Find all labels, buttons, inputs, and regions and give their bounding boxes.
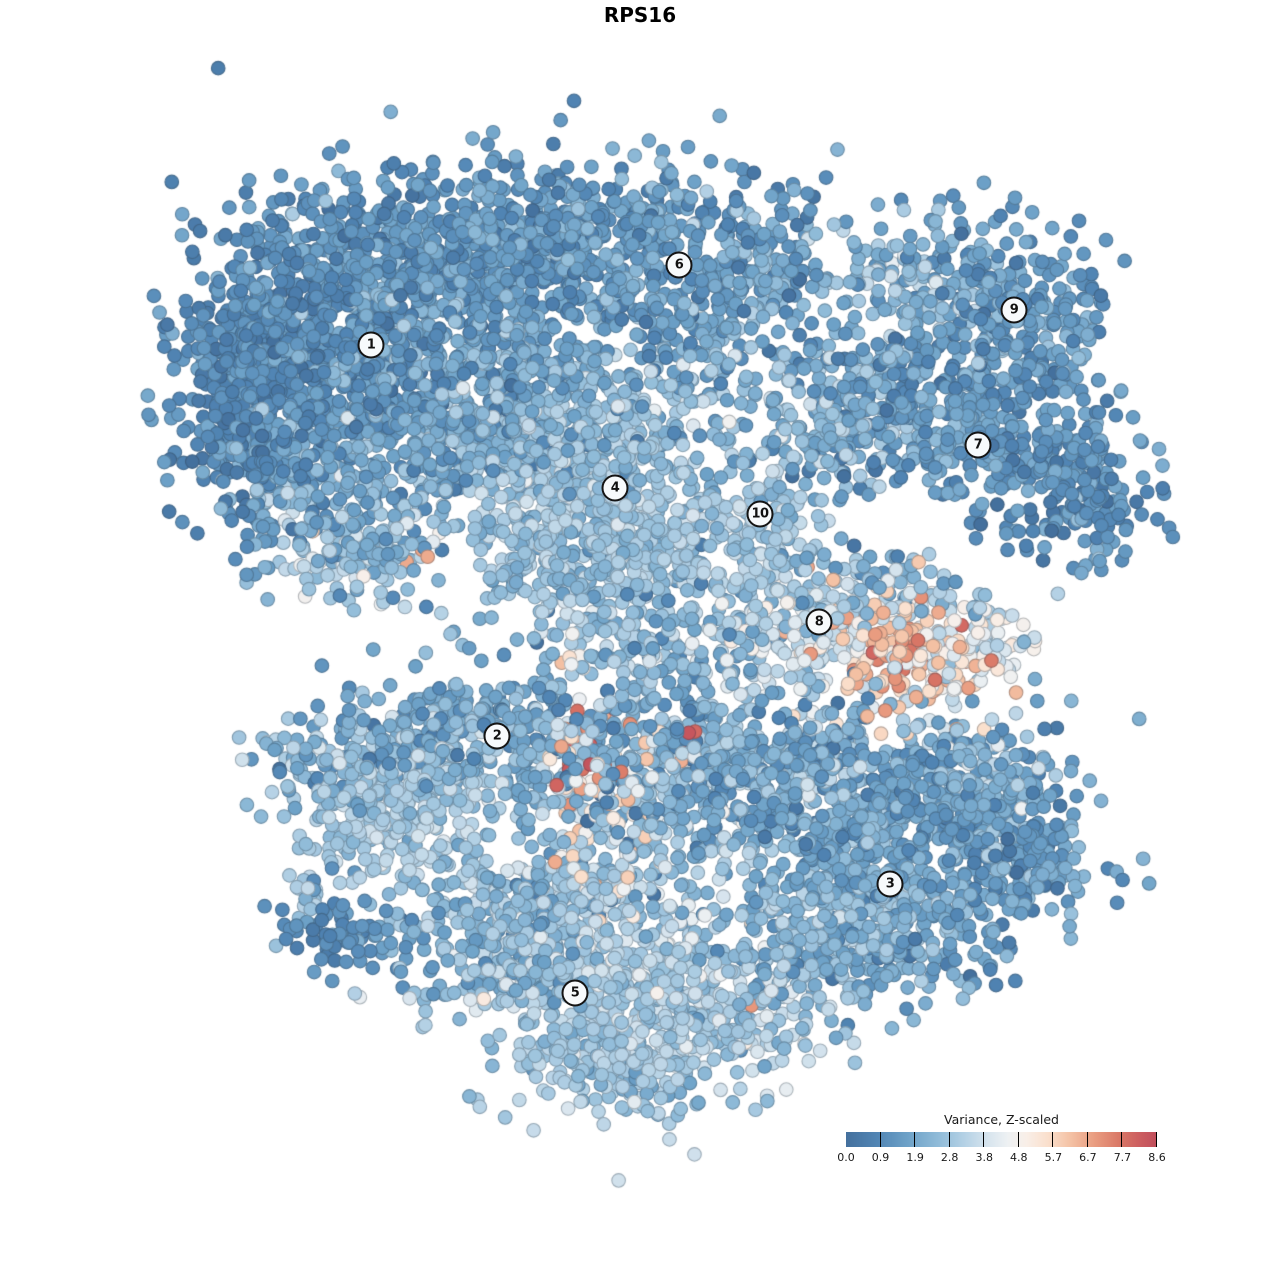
- cluster-label-6: 6: [665, 251, 693, 279]
- colorbar-tick: [948, 1132, 950, 1147]
- cluster-label-3: 3: [876, 870, 904, 898]
- cluster-label-7: 7: [964, 431, 992, 459]
- colorbar-tick-label: 0.0: [837, 1151, 855, 1164]
- colorbar-tick-label: 3.8: [975, 1151, 993, 1164]
- colorbar-tick-labels: 0.0 0.9 1.9 2.8 3.8 4.8 5.7 6.7 7.7 8.6: [837, 1151, 1166, 1164]
- cluster-label-8: 8: [805, 608, 833, 636]
- colorbar-tick-label: 6.7: [1079, 1151, 1097, 1164]
- colorbar-tick: [983, 1132, 985, 1147]
- colorbar-tick: [1156, 1132, 1157, 1147]
- colorbar-gradient: [846, 1132, 1157, 1147]
- colorbar-tick: [1086, 1132, 1088, 1147]
- colorbar-tick: [1017, 1132, 1019, 1147]
- colorbar-tick-label: 1.9: [906, 1151, 924, 1164]
- cluster-label-10: 10: [746, 500, 774, 528]
- colorbar-tick: [1052, 1132, 1054, 1147]
- colorbar-tick-label: 2.8: [940, 1151, 959, 1164]
- cluster-label-4: 4: [601, 474, 629, 502]
- colorbar-tick: [914, 1132, 916, 1147]
- colorbar-tick: [1121, 1132, 1123, 1147]
- colorbar-tick: [879, 1132, 881, 1147]
- cluster-label-5: 5: [561, 979, 589, 1007]
- colorbar-tick-label: 5.7: [1044, 1151, 1063, 1164]
- cluster-label-1: 1: [357, 331, 385, 359]
- colorbar-tick-label: 4.8: [1010, 1151, 1028, 1164]
- cluster-label-9: 9: [1000, 296, 1028, 324]
- colorbar-tick-label: 8.6: [1148, 1151, 1166, 1164]
- legend-title: Variance, Z-scaled: [944, 1112, 1059, 1127]
- colorbar-tick-label: 0.9: [871, 1151, 890, 1164]
- colorbar-tick-label: 7.7: [1113, 1151, 1132, 1164]
- plot-title: RPS16: [603, 3, 677, 27]
- cluster-label-2: 2: [483, 722, 511, 750]
- colorbar-legend: Variance, Z-scaled 0.0 0.9 1.9 2.8 3.8 4.8 5.7…: [837, 1112, 1166, 1164]
